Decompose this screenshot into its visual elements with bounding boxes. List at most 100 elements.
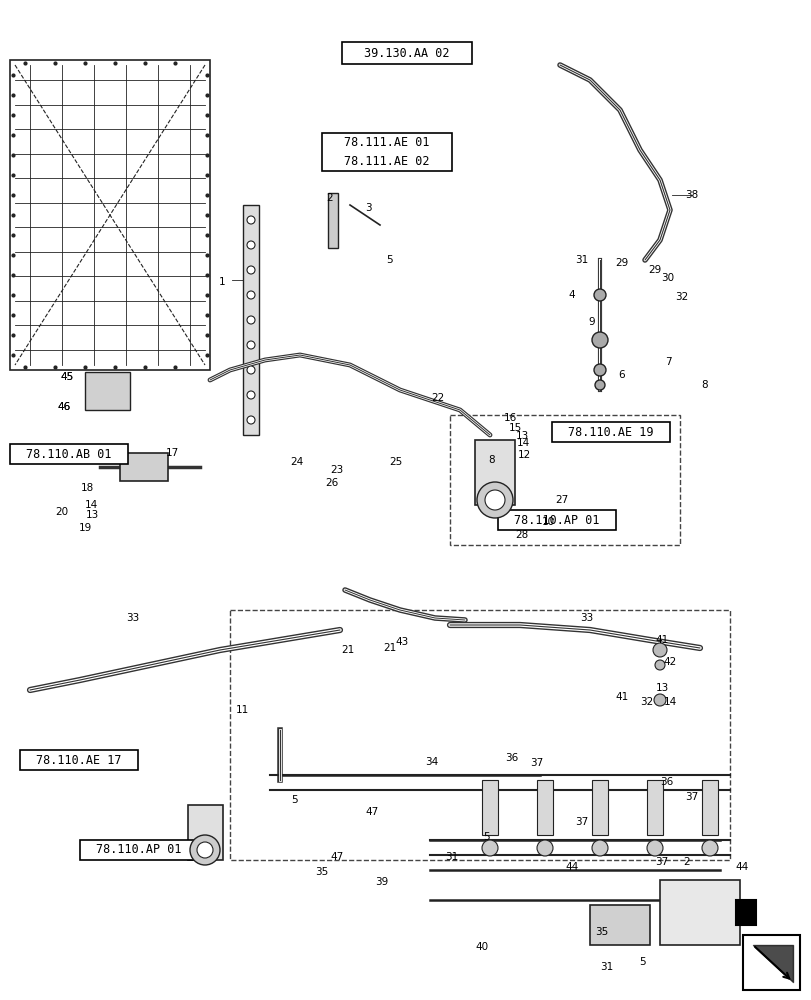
Bar	[242, 205, 259, 435]
Circle shape	[594, 380, 604, 390]
Text: 34: 34	[425, 757, 438, 767]
Bar	[742, 935, 799, 990]
Bar	[20, 750, 138, 770]
Text: 35: 35	[594, 927, 608, 937]
Text: 14: 14	[84, 500, 97, 510]
Circle shape	[247, 266, 255, 274]
Text: 21: 21	[341, 645, 354, 655]
Text: 78.110.AE 17: 78.110.AE 17	[36, 754, 122, 766]
Bar	[328, 193, 337, 248]
Circle shape	[247, 341, 255, 349]
Text: 5: 5	[386, 255, 393, 265]
Text: 13: 13	[654, 683, 667, 693]
Circle shape	[197, 842, 212, 858]
Text: 2: 2	[326, 193, 333, 203]
Text: 15: 15	[508, 423, 521, 433]
Text: 16: 16	[503, 413, 516, 423]
Text: 31: 31	[599, 962, 613, 972]
Text: 46: 46	[58, 402, 71, 412]
Text: 42: 42	[663, 657, 676, 667]
Text: 33: 33	[580, 613, 593, 623]
Text: 78.111.AE 02: 78.111.AE 02	[344, 155, 429, 168]
Bar	[497, 510, 616, 530]
Text: 5: 5	[291, 795, 298, 805]
Text: 28: 28	[515, 530, 528, 540]
Text: 11: 11	[235, 705, 248, 715]
Circle shape	[646, 840, 663, 856]
Bar	[735, 900, 755, 925]
Bar	[10, 444, 128, 464]
Text: 39.130.AA 02: 39.130.AA 02	[364, 47, 449, 60]
Bar	[646, 780, 663, 835]
Text: 30: 30	[661, 273, 674, 283]
Text: 13: 13	[85, 510, 98, 520]
Circle shape	[247, 291, 255, 299]
Text: 22: 22	[431, 393, 444, 403]
Circle shape	[247, 416, 255, 424]
Circle shape	[190, 835, 220, 865]
Text: 29: 29	[615, 258, 628, 268]
Bar	[482, 780, 497, 835]
Text: 31: 31	[444, 852, 458, 862]
Text: 40: 40	[475, 942, 488, 952]
Text: 31: 31	[575, 255, 588, 265]
Bar	[10, 60, 210, 370]
Bar	[590, 905, 649, 945]
Text: 13: 13	[515, 431, 528, 441]
Text: 37: 37	[684, 792, 697, 802]
Circle shape	[591, 840, 607, 856]
Text: 5: 5	[483, 832, 490, 842]
Text: 47: 47	[365, 807, 378, 817]
Text: 43: 43	[395, 637, 408, 647]
Text: 36: 36	[504, 753, 518, 763]
Text: 33: 33	[127, 613, 139, 623]
Text: 41: 41	[615, 692, 628, 702]
Text: 27: 27	[555, 495, 568, 505]
Text: 41: 41	[654, 635, 667, 645]
Text: 14: 14	[516, 438, 529, 448]
Text: 37: 37	[530, 758, 543, 768]
Text: 3: 3	[364, 203, 371, 213]
Text: 36: 36	[659, 777, 673, 787]
Bar	[230, 610, 729, 860]
Text: 78.110.AP 01: 78.110.AP 01	[97, 843, 182, 856]
Text: 26: 26	[325, 478, 338, 488]
Text: 44: 44	[735, 862, 748, 872]
Text: 21: 21	[383, 643, 396, 653]
Text: 7: 7	[664, 357, 671, 367]
Text: 14: 14	[663, 697, 676, 707]
Text: 2: 2	[683, 857, 689, 867]
Text: 37: 37	[575, 817, 588, 827]
Text: 18: 18	[80, 483, 93, 493]
Bar	[80, 840, 198, 860]
Circle shape	[484, 490, 504, 510]
Circle shape	[536, 840, 552, 856]
Text: 12: 12	[517, 450, 530, 460]
Text: 8: 8	[488, 455, 495, 465]
Text: 46: 46	[58, 402, 71, 412]
Text: 78.110.AP 01: 78.110.AP 01	[513, 514, 599, 526]
Text: 25: 25	[389, 457, 402, 467]
Text: 45: 45	[60, 372, 74, 382]
Circle shape	[247, 316, 255, 324]
Text: 37: 37	[654, 857, 667, 867]
Circle shape	[247, 391, 255, 399]
Text: 44: 44	[564, 862, 578, 872]
Circle shape	[591, 332, 607, 348]
Text: 38: 38	[684, 190, 697, 200]
Text: 20: 20	[55, 507, 68, 517]
Text: 39: 39	[375, 877, 388, 887]
Text: 78.110.AB 01: 78.110.AB 01	[26, 448, 112, 460]
Text: 9: 9	[588, 317, 594, 327]
Text: 32: 32	[640, 697, 653, 707]
Text: 1: 1	[218, 277, 225, 287]
Circle shape	[247, 366, 255, 374]
Text: 23: 23	[330, 465, 343, 475]
Text: 35: 35	[315, 867, 328, 877]
Bar	[536, 780, 552, 835]
Circle shape	[482, 840, 497, 856]
Text: 78.111.AE 01: 78.111.AE 01	[344, 136, 429, 149]
Bar	[188, 805, 223, 860]
Bar	[449, 415, 679, 545]
Text: 45: 45	[60, 372, 74, 382]
